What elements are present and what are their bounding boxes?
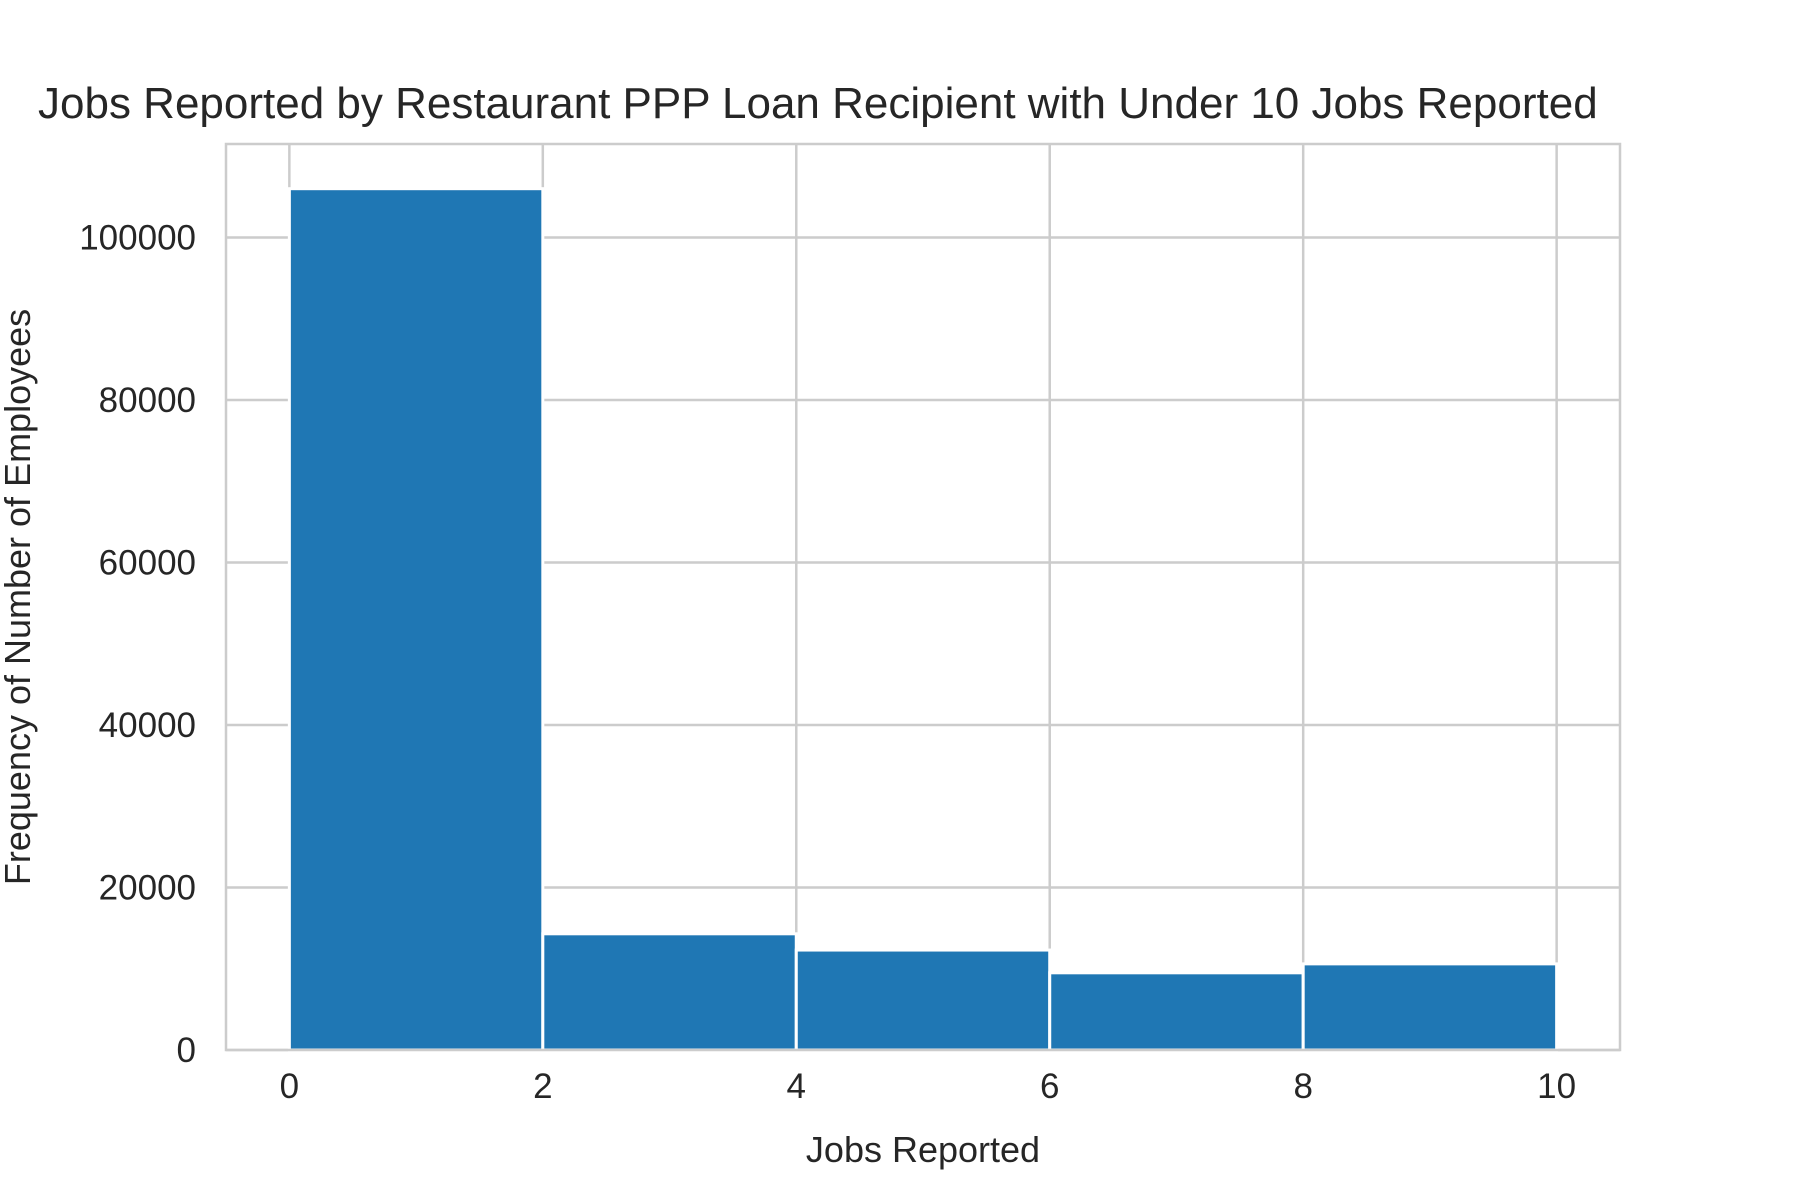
bars	[287, 187, 1559, 1052]
y-tick-label: 0	[177, 1031, 196, 1070]
x-tick-label: 8	[1293, 1067, 1312, 1106]
x-tick-label: 2	[533, 1067, 552, 1106]
histogram-bar	[1301, 962, 1559, 1052]
plot-frame	[224, 142, 1622, 1052]
x-tick-label: 4	[787, 1067, 806, 1106]
y-tick-labels: 0 20000 40000 60000 80000 100000	[79, 218, 196, 1070]
y-tick-label: 60000	[99, 543, 196, 582]
x-axis-label: Jobs Reported	[806, 1129, 1040, 1170]
chart-title: Jobs Reported by Restaurant PPP Loan Rec…	[38, 79, 1598, 128]
x-tick-label: 10	[1537, 1067, 1576, 1106]
histogram-bar	[1048, 971, 1305, 1052]
y-tick-label: 20000	[99, 868, 196, 907]
y-axis-label: Frequency of Number of Employees	[0, 309, 38, 885]
histogram-bar	[541, 932, 798, 1052]
y-tick-label: 40000	[99, 706, 196, 745]
x-tick-label: 0	[280, 1067, 299, 1106]
x-tick-labels: 0 2 4 6 8 10	[280, 1067, 1576, 1106]
y-tick-label: 80000	[99, 381, 196, 420]
histogram-bar	[287, 187, 545, 1052]
x-tick-label: 6	[1040, 1067, 1059, 1106]
y-tick-label: 100000	[79, 218, 196, 257]
histogram-bar	[794, 948, 1052, 1052]
